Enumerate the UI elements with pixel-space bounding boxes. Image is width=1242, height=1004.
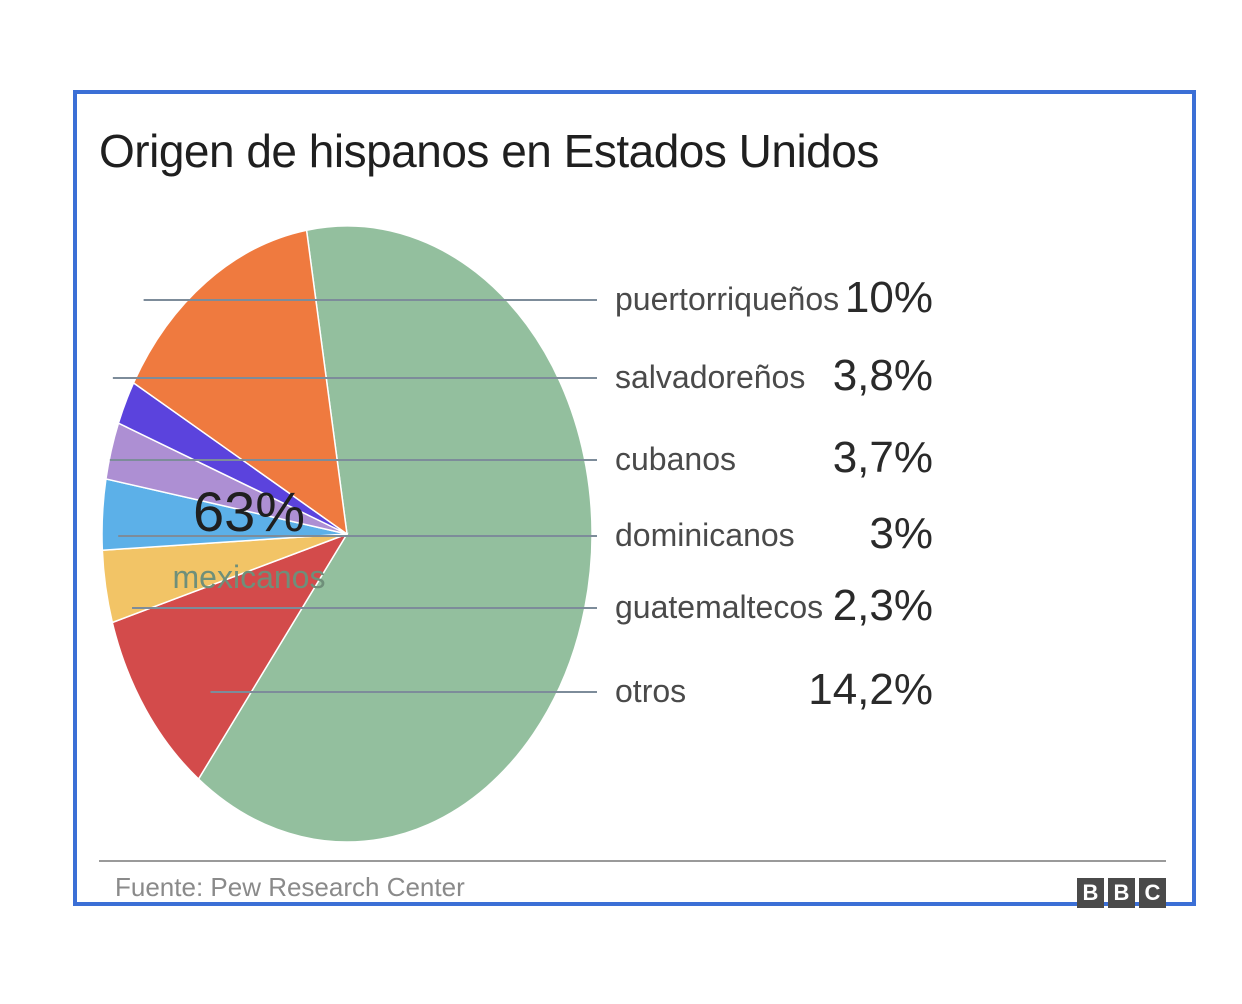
pie-slice-puertorriqueños [111, 532, 349, 781]
pie-chart: puertorriqueños 10% salvadoreños 3,8% cubano… [101, 225, 933, 843]
slice-value-label: 14,2% [808, 665, 933, 714]
slice-label: puertorriqueños [615, 281, 839, 317]
bbc-logo: B B C [1077, 878, 1166, 908]
main-slice-value-label: 63% [193, 480, 305, 543]
slice-label: salvadoreños [615, 359, 805, 395]
slice-value-label: 10% [845, 273, 933, 322]
pie-slice-otros [132, 229, 348, 536]
chart-title: Origen de hispanos en Estados Unidos [99, 125, 879, 177]
slice-value-label: 3,7% [833, 433, 933, 482]
slice-value-label: 2,3% [833, 581, 933, 630]
footer-divider [99, 860, 1166, 862]
logo-letter: B [1077, 878, 1104, 908]
slice-label: dominicanos [615, 517, 795, 553]
chart-frame: Origen de hispanos en Estados Unidos pue… [73, 90, 1196, 908]
slice-label: guatemaltecos [615, 589, 823, 625]
logo-letter: C [1139, 878, 1166, 908]
logo-letter: B [1108, 878, 1135, 908]
slice-value-label: 3,8% [833, 351, 933, 400]
main-slice-label: mexicanos [173, 559, 326, 595]
slice-value-label: 3% [869, 509, 933, 558]
source-note: Fuente: Pew Research Center [115, 872, 465, 902]
slice-label: cubanos [615, 441, 736, 477]
slice-label: otros [615, 673, 686, 709]
